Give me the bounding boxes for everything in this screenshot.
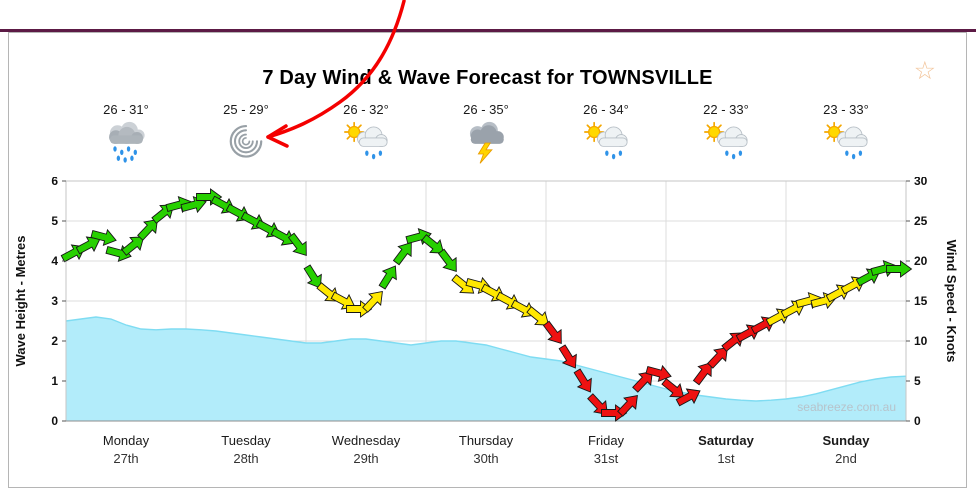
x-axis-day-name: Wednesday (332, 433, 401, 448)
wind-arrow (542, 320, 562, 345)
x-axis-day-date: 29th (353, 451, 378, 466)
day-column: 25 - 29° (186, 102, 306, 165)
wind-arrow (303, 264, 322, 289)
wind-arrow (886, 260, 913, 278)
day-column: 26 - 34° (546, 102, 666, 165)
right-axis-title: Wind Speed - Knots (944, 240, 959, 363)
sun-cloud-rain-icon (338, 121, 394, 165)
forecast-panel: ☆ 7 Day Wind & Wave Forecast for TOWNSVI… (8, 32, 967, 488)
page-title: 7 Day Wind & Wave Forecast for TOWNSVILL… (262, 67, 713, 89)
x-axis-day-date: 30th (473, 451, 498, 466)
watermark: seabreeze.com.au (797, 400, 896, 414)
wind-arrow (661, 378, 685, 398)
sun-cloud-rain-icon (578, 121, 634, 165)
left-axis-title: Wave Height - Metres (13, 236, 28, 367)
left-axis-tick: 0 (51, 414, 58, 428)
x-axis-day-date: 31st (594, 451, 619, 466)
x-axis-day-date: 28th (233, 451, 258, 466)
wind-arrow (90, 228, 117, 246)
wind-arrow (707, 346, 728, 369)
wave-height-area (66, 317, 906, 421)
day-temp-range: 23 - 33° (823, 102, 869, 117)
left-axis-tick: 6 (51, 177, 58, 188)
day-temp-range: 25 - 29° (223, 102, 269, 117)
wind-arrow (137, 218, 158, 241)
day-temp-range: 26 - 35° (463, 102, 509, 117)
right-axis-tick: 15 (914, 294, 928, 308)
sun-cloud-rain-icon (698, 121, 754, 165)
wind-arrow (632, 370, 653, 393)
cyclone-icon (218, 121, 274, 165)
x-axis-day-name: Monday (103, 433, 150, 448)
wind-arrow (617, 394, 638, 417)
x-axis-day-name: Sunday (823, 433, 871, 448)
left-axis-tick: 3 (51, 294, 58, 308)
right-axis-tick: 10 (914, 334, 928, 348)
wind-arrow (378, 265, 397, 290)
day-column: 26 - 31° (66, 102, 186, 165)
x-axis-day-name: Thursday (459, 433, 514, 448)
right-axis-tick: 30 (914, 177, 928, 188)
right-axis-tick: 25 (914, 214, 928, 228)
x-axis-day-date: 2nd (835, 451, 857, 466)
wind-arrow (558, 344, 577, 369)
right-axis-tick: 0 (914, 414, 921, 428)
x-axis-day-date: 1st (717, 451, 735, 466)
window-top-border (0, 29, 976, 32)
wind-arrow (692, 361, 712, 386)
wind-arrow (392, 241, 412, 266)
wind-arrow (645, 364, 672, 382)
left-axis-tick: 2 (51, 334, 58, 348)
right-axis-tick: 5 (914, 374, 921, 388)
rain-icon (98, 121, 154, 165)
forecast-chart: seabreeze.com.au 0 1 2 3 4 5 6 0 5 10 15 20 25 30 Wave … (13, 177, 959, 466)
wind-arrow (287, 232, 307, 257)
wind-arrow (75, 236, 101, 255)
day-temp-range: 26 - 31° (103, 102, 149, 117)
favorite-star-icon[interactable]: ☆ (913, 57, 936, 85)
wind-arrow (421, 234, 445, 254)
day-column: 22 - 33° (666, 102, 786, 165)
wind-arrow (121, 236, 145, 256)
wind-arrow (526, 306, 550, 326)
x-axis-day-name: Tuesday (221, 433, 271, 448)
wind-arrow (675, 388, 701, 407)
wind-arrow (270, 227, 296, 246)
right-axis-tick: 20 (914, 254, 928, 268)
day-temp-range: 26 - 34° (583, 102, 629, 117)
day-temp-range: 26 - 32° (343, 102, 389, 117)
day-headers: 26 - 31° 25 - 29° 26 - 32° 26 - 35° 26 -… (66, 102, 906, 165)
day-column: 23 - 33° (786, 102, 906, 165)
left-axis-tick: 5 (51, 214, 58, 228)
sun-cloud-rain-icon (818, 121, 874, 165)
day-column: 26 - 35° (426, 102, 546, 165)
left-axis-tick: 4 (51, 254, 58, 268)
day-temp-range: 22 - 33° (703, 102, 749, 117)
left-axis-tick: 1 (51, 374, 58, 388)
storm-icon (458, 121, 514, 165)
x-axis-day-date: 27th (113, 451, 138, 466)
x-axis-day-name: Friday (588, 433, 625, 448)
wind-arrow (362, 290, 383, 313)
x-axis-day-name: Saturday (698, 433, 754, 448)
wind-arrow (437, 248, 457, 273)
day-column: 26 - 32° (306, 102, 426, 165)
wind-arrow (573, 368, 592, 393)
